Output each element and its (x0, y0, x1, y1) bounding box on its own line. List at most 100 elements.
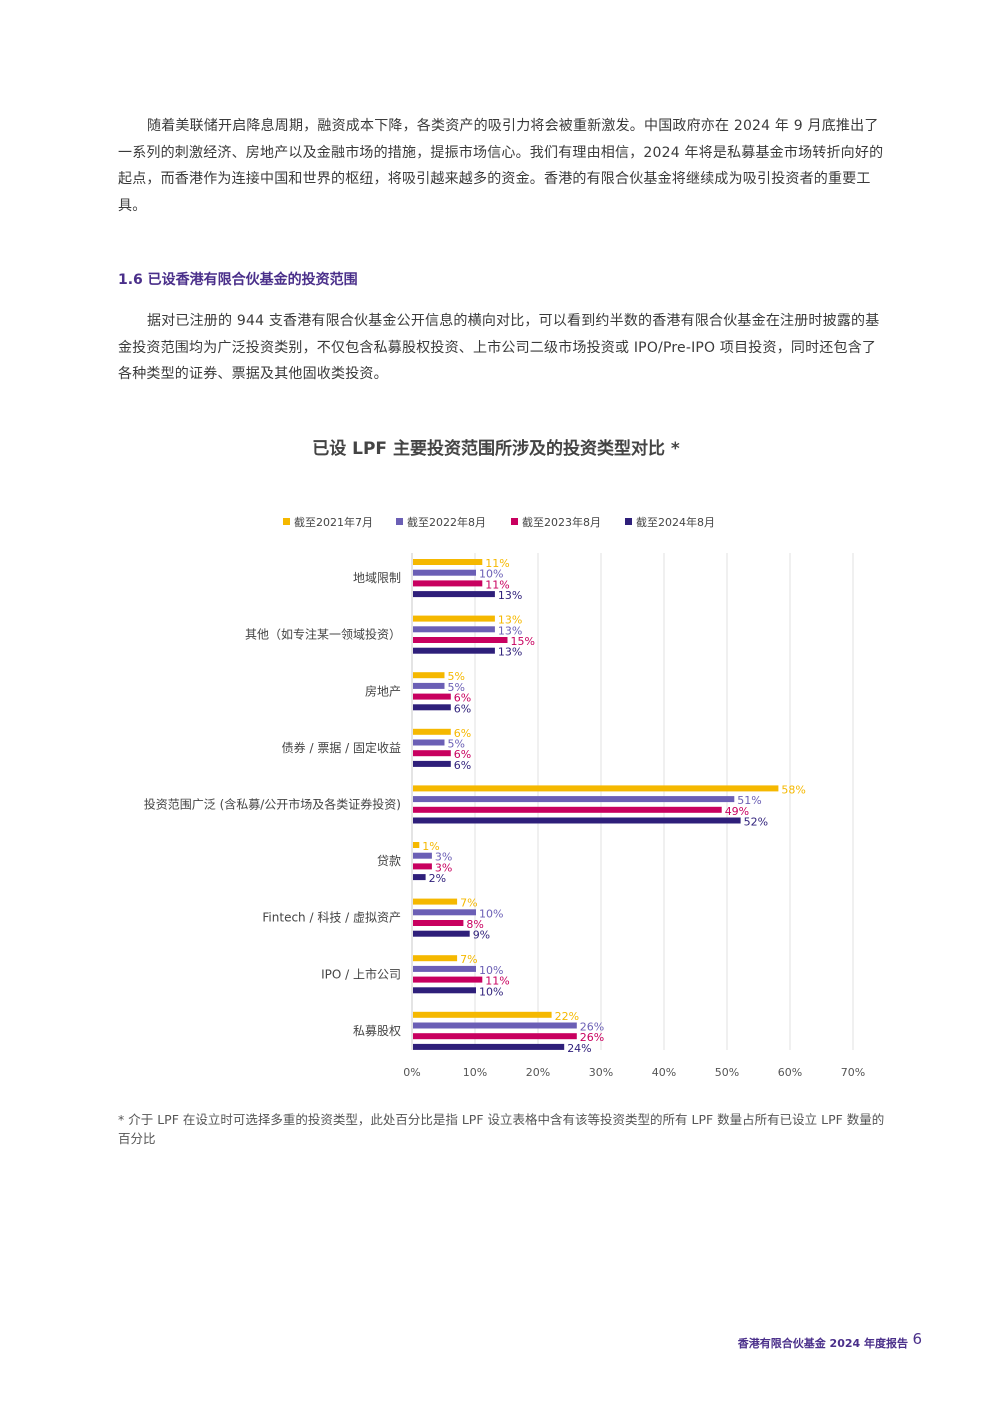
bar (413, 955, 458, 962)
category-label: 贷款 (377, 854, 401, 868)
data-label: 58% (781, 783, 805, 796)
legend-swatch (283, 518, 290, 525)
footnote: * 介于 LPF 在设立时可选择多重的投资类型，此处百分比是指 LPF 设立表格… (118, 1112, 885, 1146)
x-tick-label: 0% (403, 1066, 420, 1079)
category-label: 债券 / 票据 / 固定收益 (282, 740, 401, 755)
data-label: 13% (498, 589, 522, 602)
bar (413, 842, 420, 848)
data-label: 49% (725, 805, 749, 818)
data-label: 11% (485, 557, 509, 570)
x-tick-label: 40% (652, 1066, 676, 1079)
bar (413, 591, 495, 598)
legend-label: 截至2021年7月 (294, 515, 373, 529)
data-label: 5% (448, 670, 465, 683)
bar (413, 817, 741, 824)
legend-label: 截至2023年8月 (522, 515, 601, 529)
chart-title: 已设 LPF 主要投资范围所涉及的投资类型对比 * (312, 439, 680, 459)
data-label: 13% (498, 646, 522, 659)
data-label: 26% (580, 1031, 604, 1044)
category-label: 房地产 (365, 683, 401, 698)
page-number: 6 (912, 1330, 922, 1348)
data-label: 1% (422, 840, 439, 853)
data-label: 15% (511, 635, 535, 648)
intro-paragraph: 随着美联储开启降息周期，融资成本下降，各类资产的吸引力将会被重新激发。中国政府亦… (118, 118, 884, 214)
category-label: IPO / 上市公司 (321, 966, 401, 981)
data-label: 24% (567, 1042, 591, 1055)
report-title-footer: 香港有限合伙基金 2024 年度报告 (737, 1337, 908, 1350)
x-tick-label: 20% (526, 1066, 550, 1079)
bar (413, 863, 432, 870)
bar (413, 874, 426, 881)
x-tick-label: 30% (589, 1066, 613, 1079)
data-label: 5% (448, 681, 465, 694)
bar (413, 920, 464, 926)
bar (413, 1022, 577, 1029)
bar (413, 965, 476, 972)
bar (413, 852, 432, 859)
data-label: 6% (454, 759, 471, 772)
section-heading: 1.6 已设香港有限合伙基金的投资范围 (118, 272, 358, 288)
data-label: 7% (460, 897, 477, 910)
legend-swatch (511, 518, 518, 525)
data-label: 3% (435, 861, 452, 874)
bar (413, 909, 476, 916)
legend-swatch (625, 518, 632, 525)
legend-swatch (396, 518, 403, 525)
data-label: 7% (460, 953, 477, 966)
data-label: 13% (498, 624, 522, 637)
bar (413, 796, 735, 803)
bar (413, 569, 476, 576)
data-label: 10% (479, 907, 503, 920)
data-label: 11% (485, 578, 509, 591)
data-label: 6% (454, 748, 471, 761)
bar (413, 760, 451, 767)
data-label: 6% (454, 692, 471, 705)
bar (413, 559, 483, 565)
bar (413, 976, 483, 983)
bar (413, 750, 451, 757)
data-label: 5% (448, 738, 465, 751)
bar (413, 739, 445, 746)
bar (413, 930, 470, 937)
bar (413, 647, 495, 654)
category-label: 其他（如专注某一领域投资） (245, 627, 401, 642)
legend-label: 截至2024年8月 (636, 515, 715, 529)
category-label: 地域限制 (353, 571, 401, 585)
x-tick-label: 10% (463, 1066, 487, 1079)
bar (413, 987, 476, 994)
bar (413, 1033, 577, 1040)
bar (413, 1043, 565, 1050)
data-label: 2% (429, 872, 446, 885)
bar (413, 785, 779, 792)
data-label: 6% (454, 727, 471, 740)
data-label: 52% (744, 816, 768, 829)
category-label: 投资范围广泛 (含私募/公开市场及各类证券投资) (144, 796, 401, 811)
bar (413, 728, 451, 735)
data-label: 51% (737, 794, 761, 807)
bar (413, 704, 451, 711)
bar (413, 693, 451, 700)
data-label: 6% (454, 702, 471, 715)
x-tick-label: 70% (841, 1066, 865, 1079)
data-label: 11% (485, 975, 509, 988)
bar (413, 1011, 552, 1018)
investment-type-bar-chart: 0% 10% 20% 30% 40% 50% 60% 70% 截至2021年7月 截至2022年8… (144, 515, 865, 1079)
data-label: 10% (479, 964, 503, 977)
x-tick-label: 60% (778, 1066, 802, 1079)
data-label: 10% (479, 568, 503, 581)
bar (413, 806, 722, 813)
x-tick-label: 50% (715, 1066, 739, 1079)
bar (413, 615, 495, 622)
bar (413, 626, 495, 633)
data-label: 8% (466, 918, 483, 931)
bar (413, 637, 508, 643)
category-label: Fintech / 科技 / 虚拟资产 (262, 911, 401, 925)
data-label: 9% (473, 929, 490, 942)
data-label: 13% (498, 614, 522, 627)
data-label: 10% (479, 985, 503, 998)
legend-label: 截至2022年8月 (407, 515, 486, 529)
bar (413, 682, 445, 689)
bar (413, 580, 483, 587)
data-label: 26% (580, 1021, 604, 1034)
category-label: 私募股权 (353, 1024, 401, 1038)
